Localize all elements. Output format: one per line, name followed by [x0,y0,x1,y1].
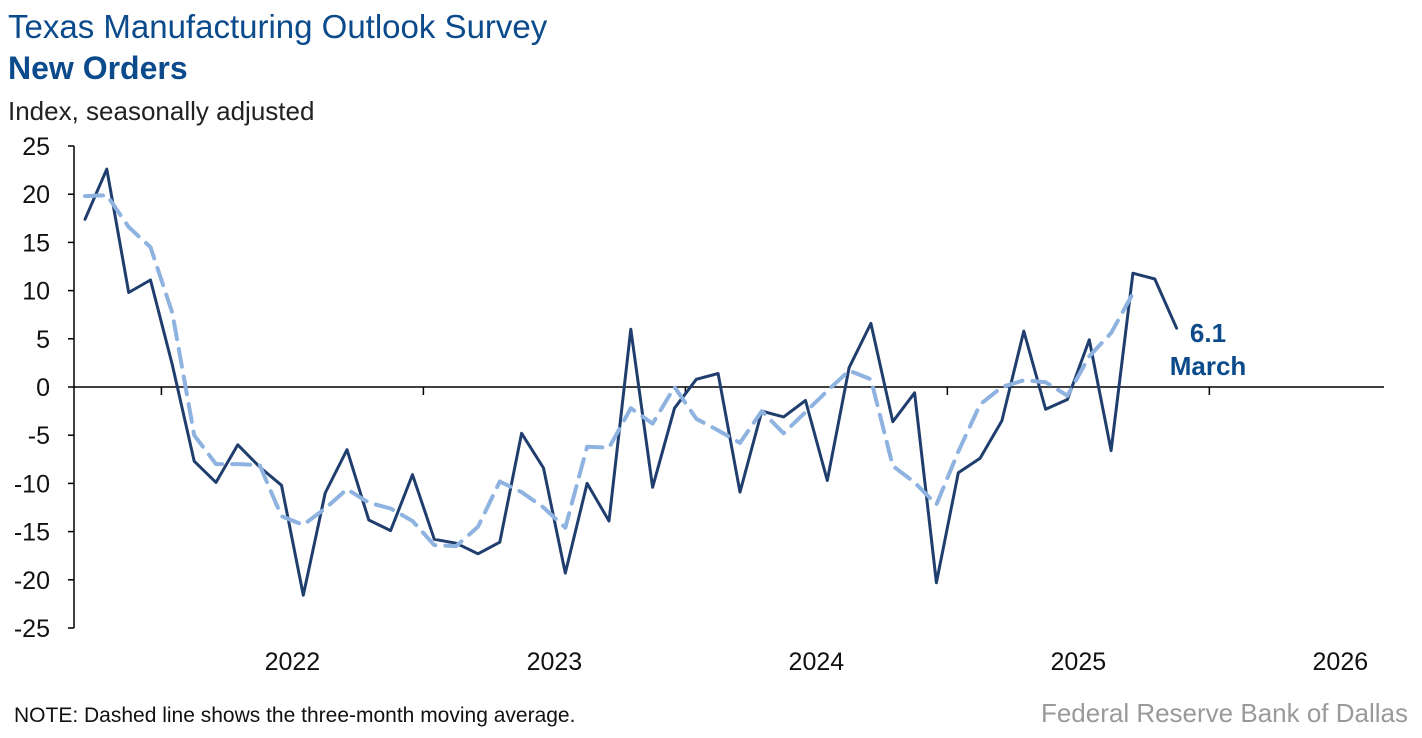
moving-average-line [83,193,1135,549]
y-tick-label: 10 [22,278,50,306]
y-axis-units-label: Index, seasonally adjusted [8,96,315,126]
y-tick-label: 20 [22,181,50,209]
y-tick-label: -5 [28,422,50,450]
tick-labels-group: 25 20 15 10 5 0 -5 -10 -15 -20 -25 2022 2023 2024 2025… [14,133,1368,676]
y-tick-label: -10 [14,470,50,498]
footnote: NOTE: Dashed line shows the three-month … [14,704,576,727]
x-tick-label: 2022 [265,648,321,676]
chart-subtitle: New Orders [8,50,188,86]
chart-title: Texas Manufacturing Outlook Survey [8,8,548,45]
x-tick-label: 2026 [1313,648,1369,676]
series-group [83,167,1179,597]
y-tick-label: 15 [22,229,50,257]
y-tick-label: 5 [36,326,50,354]
y-tick-label: -15 [14,519,50,547]
source-label: Federal Reserve Bank of Dallas [1040,698,1408,728]
y-tick-label: 0 [36,374,50,402]
x-tick-label: 2024 [789,648,845,676]
y-tick-label: -20 [14,567,50,595]
new-orders-line [83,167,1179,597]
annotation-date-label: March [1170,351,1247,381]
y-tick-label: 25 [22,133,50,161]
x-tick-label: 2025 [1051,648,1107,676]
x-tick-label: 2023 [527,648,583,676]
axes-group [68,145,1384,629]
y-tick-label: -25 [14,615,50,643]
annotation-value-label: 6.1 [1190,318,1226,348]
